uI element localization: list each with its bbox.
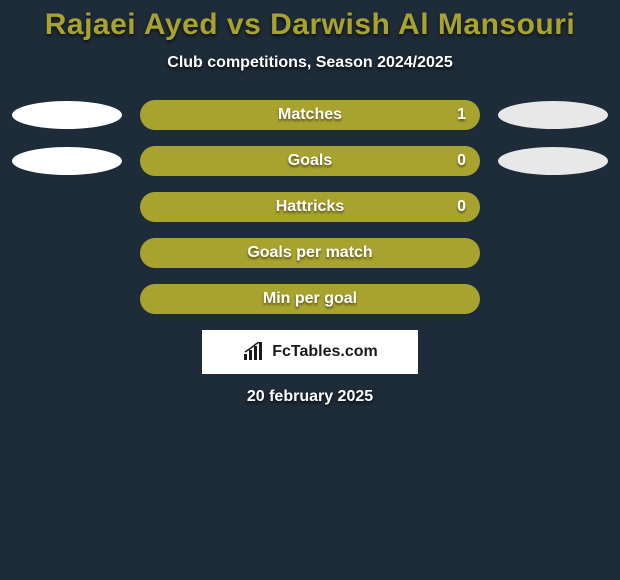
stat-label: Min per goal <box>263 290 357 308</box>
player2-marker <box>498 101 608 129</box>
page-title: Rajaei Ayed vs Darwish Al Mansouri <box>0 8 620 42</box>
spacer <box>498 285 608 313</box>
spacer <box>498 239 608 267</box>
page-subtitle: Club competitions, Season 2024/2025 <box>0 54 620 72</box>
source-logo: FcTables.com <box>202 330 418 374</box>
stat-label: Hattricks <box>276 198 344 216</box>
comparison-card: Rajaei Ayed vs Darwish Al Mansouri Club … <box>0 0 620 406</box>
player2-marker <box>498 147 608 175</box>
spacer <box>498 193 608 221</box>
stat-bar: Goals per match <box>140 238 480 268</box>
stat-value: 1 <box>457 106 466 124</box>
stat-bar: Goals 0 <box>140 146 480 176</box>
player1-marker <box>12 147 122 175</box>
stat-row-min-per-goal: Min per goal <box>0 284 620 314</box>
stat-label: Matches <box>278 106 342 124</box>
stat-label: Goals <box>288 152 332 170</box>
chart-icon <box>242 342 266 362</box>
stat-value: 0 <box>457 198 466 216</box>
spacer <box>12 239 122 267</box>
stat-bar: Matches 1 <box>140 100 480 130</box>
player1-marker <box>12 101 122 129</box>
stat-label: Goals per match <box>247 244 372 262</box>
stat-row-hattricks: Hattricks 0 <box>0 192 620 222</box>
stat-row-goals: Goals 0 <box>0 146 620 176</box>
stat-bar: Min per goal <box>140 284 480 314</box>
stat-bar: Hattricks 0 <box>140 192 480 222</box>
date-label: 20 february 2025 <box>0 388 620 406</box>
spacer <box>12 193 122 221</box>
spacer <box>12 285 122 313</box>
stat-row-goals-per-match: Goals per match <box>0 238 620 268</box>
stat-value: 0 <box>457 152 466 170</box>
source-name: FcTables.com <box>272 343 378 361</box>
stat-row-matches: Matches 1 <box>0 100 620 130</box>
